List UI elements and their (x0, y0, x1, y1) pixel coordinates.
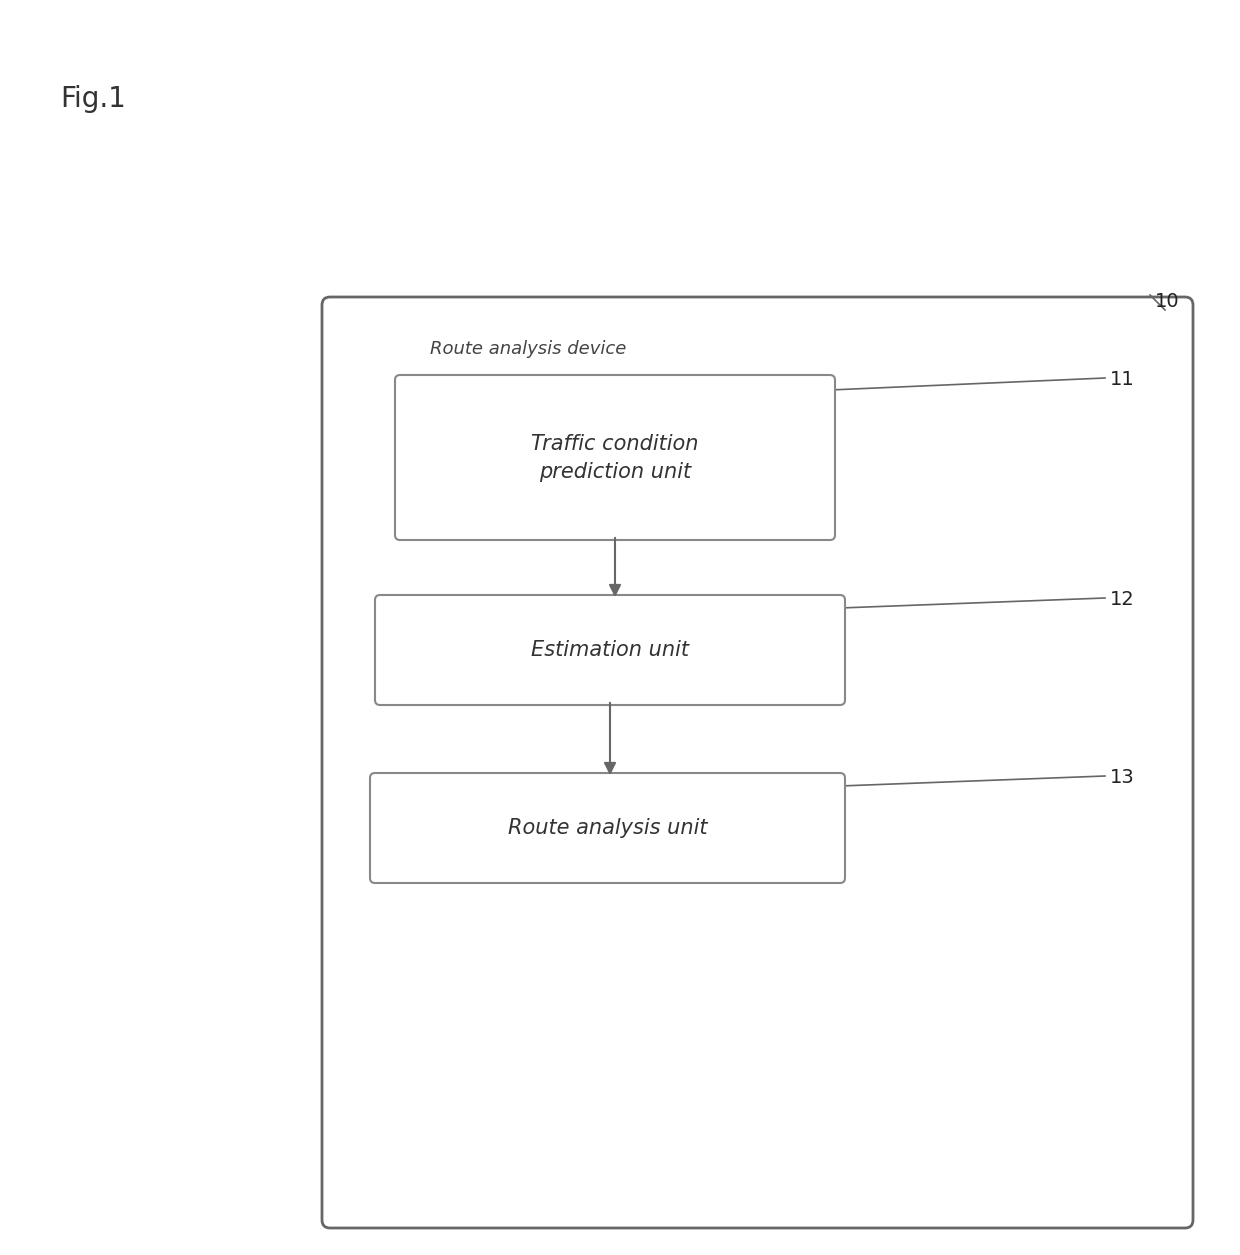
Text: Traffic condition
prediction unit: Traffic condition prediction unit (531, 433, 699, 482)
Text: Route analysis unit: Route analysis unit (507, 818, 707, 838)
Text: 13: 13 (1110, 768, 1135, 787)
Text: Fig.1: Fig.1 (60, 85, 126, 113)
FancyBboxPatch shape (322, 297, 1193, 1227)
Text: 10: 10 (1154, 292, 1179, 311)
FancyBboxPatch shape (370, 773, 844, 884)
FancyBboxPatch shape (374, 595, 844, 705)
Text: 12: 12 (1110, 590, 1135, 609)
Text: Route analysis device: Route analysis device (430, 340, 626, 358)
Text: 11: 11 (1110, 370, 1135, 389)
FancyBboxPatch shape (396, 375, 835, 540)
Text: Estimation unit: Estimation unit (531, 640, 689, 660)
